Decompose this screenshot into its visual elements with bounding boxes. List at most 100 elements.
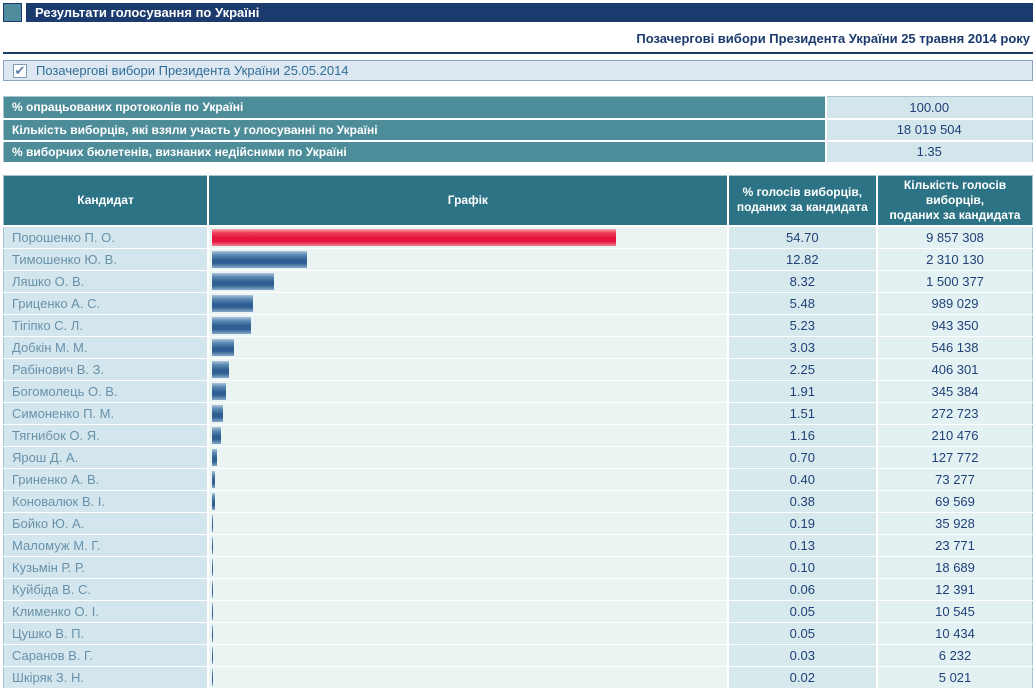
- candidate-percent: 0.40: [727, 468, 879, 491]
- candidate-bar-cell: [208, 468, 729, 491]
- candidate-bar-cell: [208, 446, 729, 469]
- candidate-name: Клименко О. І.: [3, 600, 210, 623]
- candidate-name: Тягнибок О. Я.: [3, 424, 210, 447]
- candidate-bar-cell: [208, 402, 729, 425]
- candidate-bar-cell: [208, 248, 729, 271]
- candidate-bar: [212, 668, 214, 686]
- candidate-votes: 23 771: [877, 534, 1033, 557]
- candidate-bar-cell: [208, 512, 729, 535]
- candidate-votes: 73 277: [877, 468, 1033, 491]
- candidate-bar-cell: [208, 336, 729, 359]
- results-tbody: Порошенко П. О. 54.70 9 857 308 Тимошенк…: [3, 225, 1033, 689]
- candidate-percent: 1.16: [727, 424, 879, 447]
- candidate-name: Порошенко П. О.: [3, 225, 210, 249]
- candidate-row: Маломуж М. Г. 0.13 23 771: [3, 534, 1033, 557]
- candidate-percent: 0.10: [727, 556, 879, 579]
- candidate-bar: [212, 272, 274, 290]
- candidate-bar-cell: [208, 490, 729, 513]
- candidate-row: Клименко О. І. 0.05 10 545: [3, 600, 1033, 623]
- candidate-votes: 10 434: [877, 622, 1033, 645]
- candidate-votes: 10 545: [877, 600, 1033, 623]
- candidate-name: Гриценко А. С.: [3, 292, 210, 315]
- candidate-bar-cell: [208, 622, 729, 645]
- candidate-row: Гриненко А. В. 0.40 73 277: [3, 468, 1033, 491]
- candidate-bar: [212, 228, 617, 246]
- candidate-percent: 8.32: [727, 270, 879, 293]
- candidate-bar: [212, 250, 307, 268]
- election-filter-row[interactable]: ✔ Позачергові вибори Президента України …: [3, 60, 1033, 81]
- candidate-votes: 69 569: [877, 490, 1033, 513]
- candidate-name: Тимошенко Ю. В.: [3, 248, 210, 271]
- column-header-graph: Графік: [208, 175, 729, 227]
- candidate-row: Ярош Д. А. 0.70 127 772: [3, 446, 1033, 469]
- summary-table: % опрацьованих протоколів по Україні 100…: [3, 96, 1033, 164]
- candidate-bar-cell: [208, 666, 729, 689]
- candidate-name: Гриненко А. В.: [3, 468, 210, 491]
- candidate-name: Маломуж М. Г.: [3, 534, 210, 557]
- candidate-votes: 989 029: [877, 292, 1033, 315]
- election-checkbox-checked-icon[interactable]: ✔: [13, 62, 27, 78]
- candidate-bar: [212, 558, 214, 576]
- summary-value: 100.00: [825, 96, 1033, 120]
- column-header-votes: Кількість голосів виборців, поданих за к…: [877, 175, 1033, 227]
- summary-value: 18 019 504: [825, 118, 1033, 142]
- candidate-percent: 1.51: [727, 402, 879, 425]
- candidate-row: Добкін М. М. 3.03 546 138: [3, 336, 1033, 359]
- candidate-votes: 943 350: [877, 314, 1033, 337]
- candidate-votes: 5 021: [877, 666, 1033, 689]
- candidate-votes: 12 391: [877, 578, 1033, 601]
- results-header-row: Кандидат Графік % голосів виборців, пода…: [3, 175, 1033, 227]
- candidate-percent: 2.25: [727, 358, 879, 381]
- candidate-row: Кузьмін Р. Р. 0.10 18 689: [3, 556, 1033, 579]
- election-checkbox-label: Позачергові вибори Президента України 25…: [36, 63, 349, 78]
- title-accent-square-icon: [3, 3, 22, 22]
- candidate-percent: 0.05: [727, 622, 879, 645]
- candidate-name: Тігіпко С. Л.: [3, 314, 210, 337]
- election-subtitle: Позачергові вибори Президента України 25…: [3, 29, 1033, 54]
- candidate-row: Куйбіда В. С. 0.06 12 391: [3, 578, 1033, 601]
- candidate-bar-cell: [208, 358, 729, 381]
- summary-row: % виборчих бюлетенів, визнаних недійсним…: [3, 140, 1033, 164]
- column-header-candidate: Кандидат: [3, 175, 210, 227]
- candidate-percent: 0.13: [727, 534, 879, 557]
- candidate-row: Рабінович В. З. 2.25 406 301: [3, 358, 1033, 381]
- candidate-bar: [212, 360, 229, 378]
- candidate-bar: [212, 382, 227, 400]
- candidate-bar: [212, 426, 221, 444]
- candidate-name: Коновалюк В. І.: [3, 490, 210, 513]
- candidate-percent: 0.19: [727, 512, 879, 535]
- candidate-votes: 2 310 130: [877, 248, 1033, 271]
- candidate-bar: [212, 470, 216, 488]
- candidate-bar-cell: [208, 292, 729, 315]
- candidate-percent: 54.70: [727, 225, 879, 249]
- candidate-name: Саранов В. Г.: [3, 644, 210, 667]
- candidate-name: Добкін М. М.: [3, 336, 210, 359]
- candidate-bar: [212, 514, 214, 532]
- candidate-name: Кузьмін Р. Р.: [3, 556, 210, 579]
- candidate-bar-cell: [208, 380, 729, 403]
- candidate-votes: 6 232: [877, 644, 1033, 667]
- candidate-row: Саранов В. Г. 0.03 6 232: [3, 644, 1033, 667]
- page-title: Результати голосування по Україні: [35, 5, 260, 20]
- candidate-bar: [212, 294, 253, 312]
- candidate-bar: [212, 602, 214, 620]
- candidate-bar-cell: [208, 644, 729, 667]
- candidate-votes: 210 476: [877, 424, 1033, 447]
- candidate-bar: [212, 536, 214, 554]
- candidate-bar: [212, 316, 251, 334]
- candidate-bar-cell: [208, 578, 729, 601]
- candidate-percent: 0.38: [727, 490, 879, 513]
- candidate-bar: [212, 404, 224, 422]
- candidate-row: Симоненко П. М. 1.51 272 723: [3, 402, 1033, 425]
- candidate-bar-cell: [208, 534, 729, 557]
- candidate-row: Тягнибок О. Я. 1.16 210 476: [3, 424, 1033, 447]
- candidate-percent: 5.48: [727, 292, 879, 315]
- candidate-name: Куйбіда В. С.: [3, 578, 210, 601]
- candidate-votes: 1 500 377: [877, 270, 1033, 293]
- candidate-percent: 12.82: [727, 248, 879, 271]
- candidate-row: Гриценко А. С. 5.48 989 029: [3, 292, 1033, 315]
- candidate-votes: 9 857 308: [877, 225, 1033, 249]
- candidate-percent: 0.03: [727, 644, 879, 667]
- candidate-row: Бойко Ю. А. 0.19 35 928: [3, 512, 1033, 535]
